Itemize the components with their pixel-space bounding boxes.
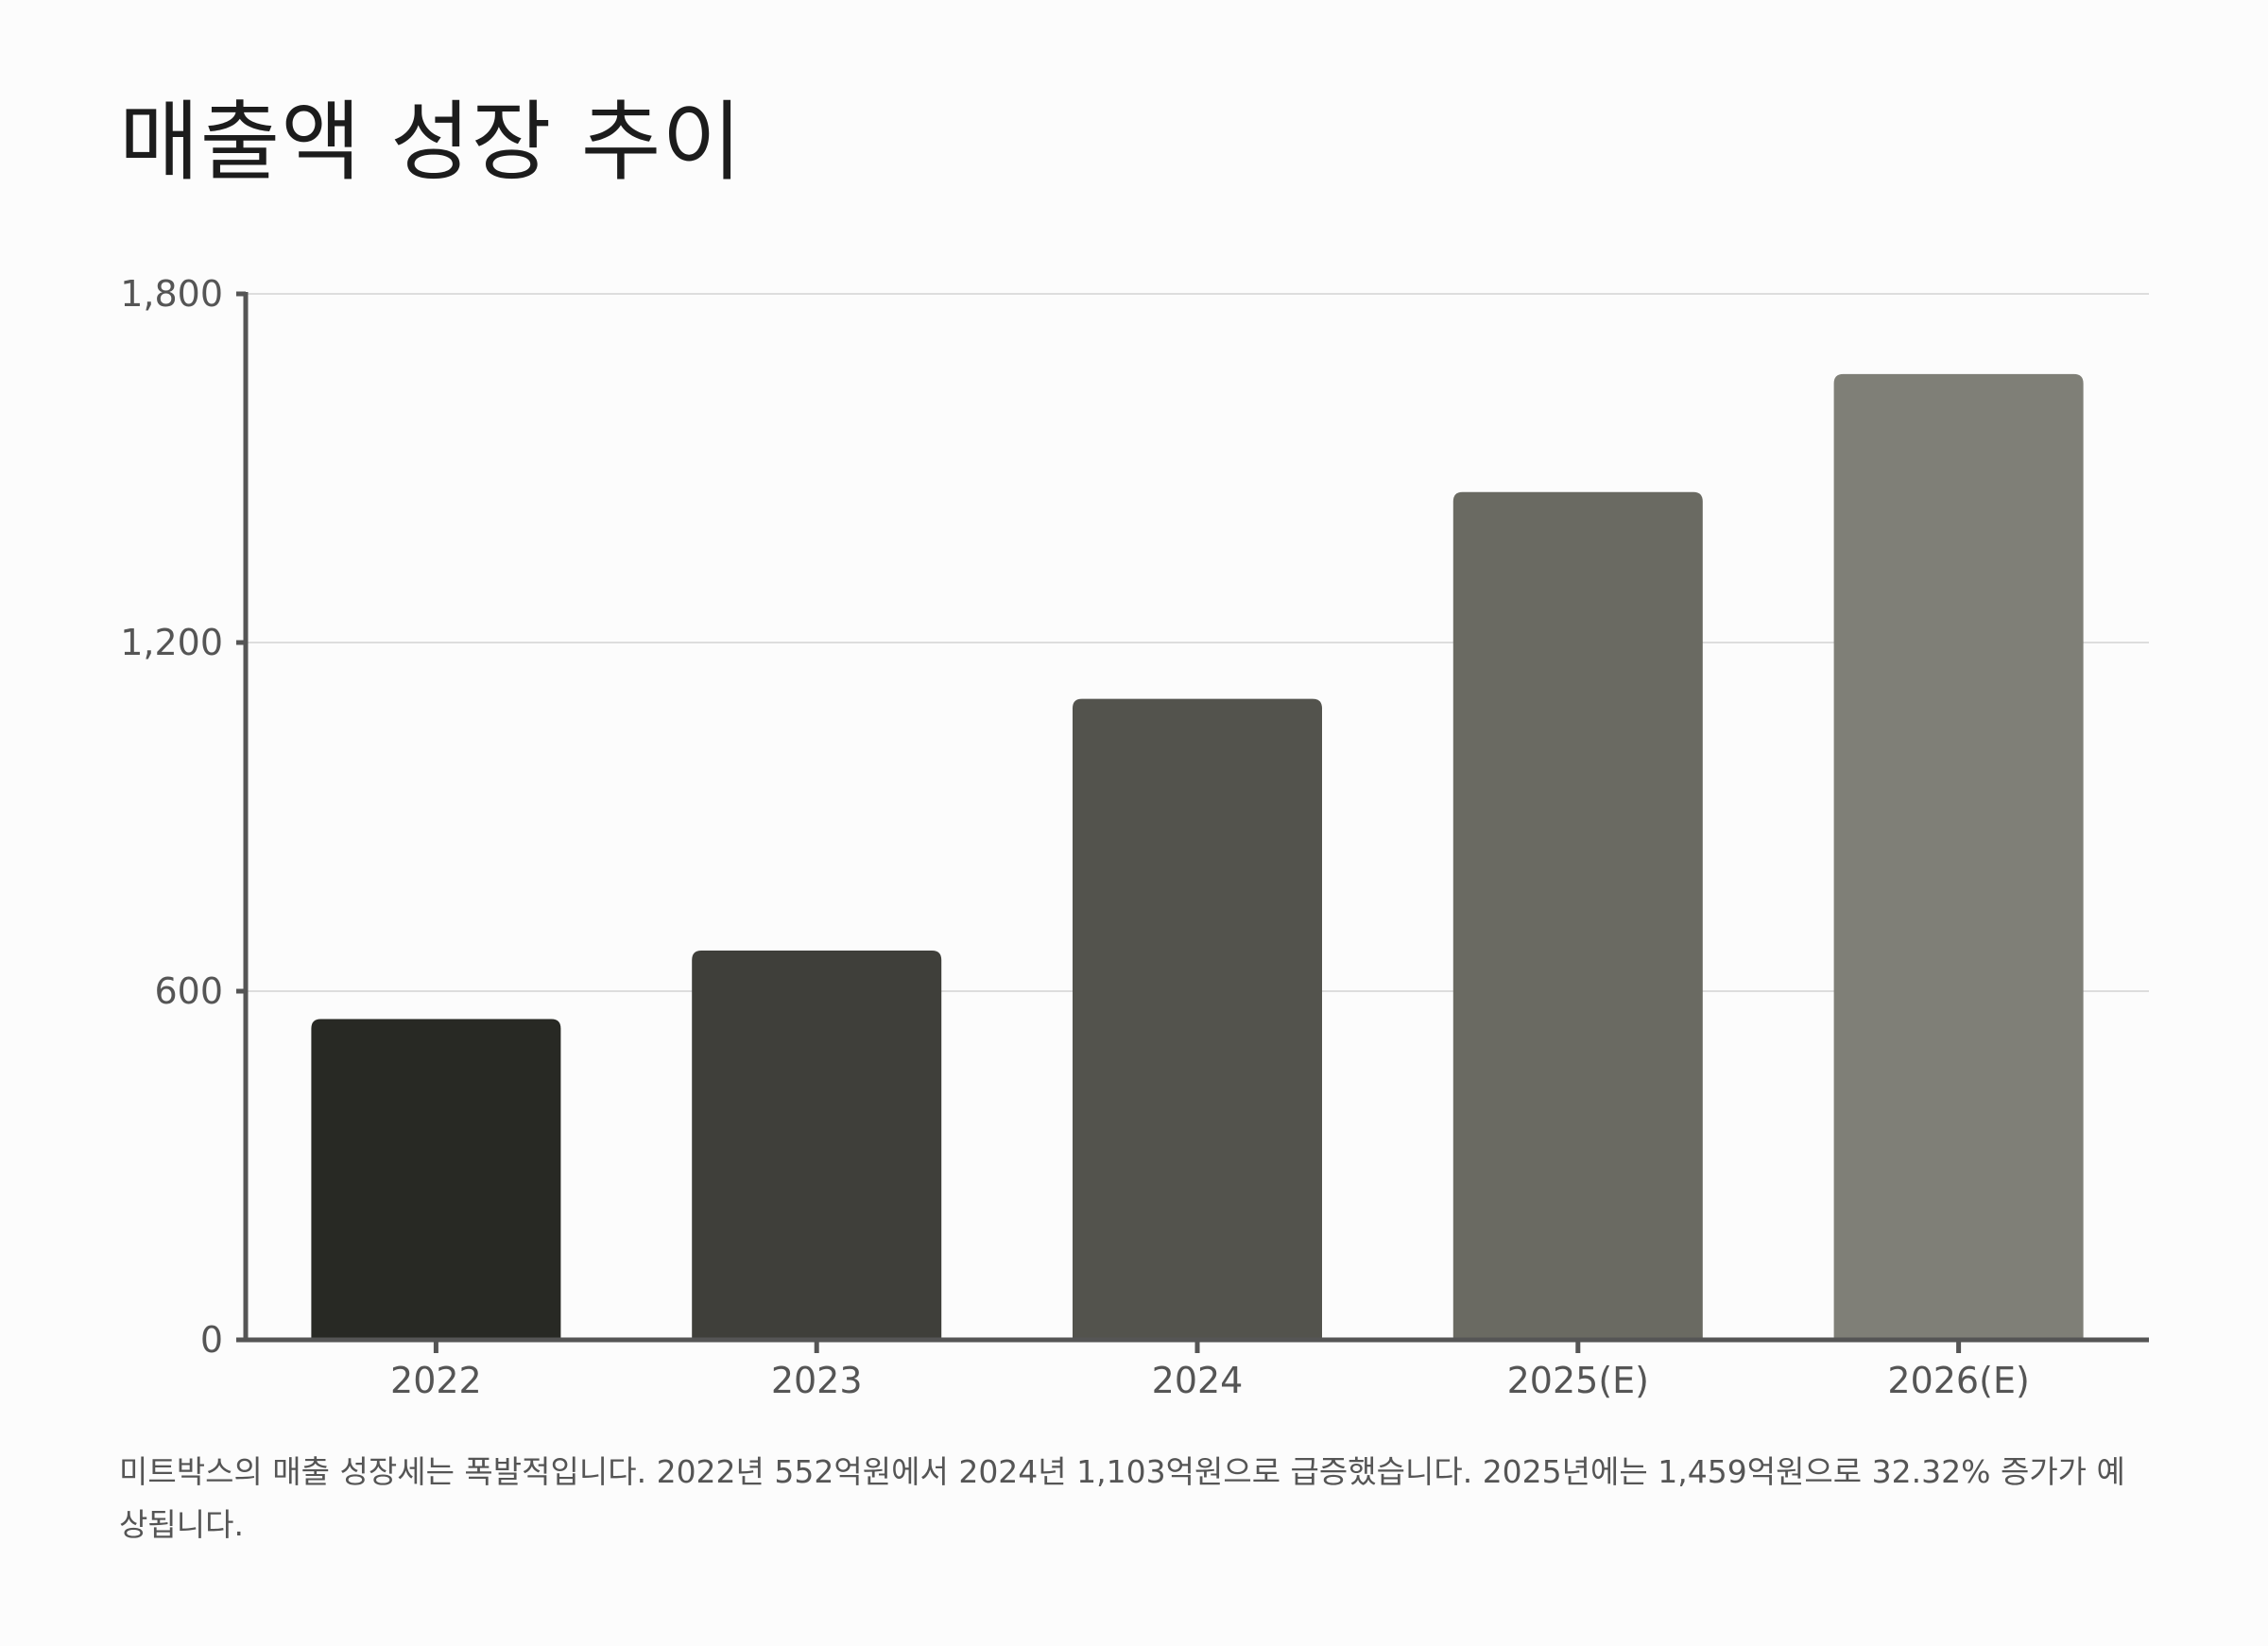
bar-2025(E) [1452,491,1703,1340]
x-tick-label: 2026(E) [1887,1360,2029,1401]
axes [236,291,2149,1353]
y-tick-label: 1,800 [120,273,223,315]
y-tick-label: 1,200 [120,622,223,663]
chart-title: 매출액 성장 추이 [119,92,743,193]
bars [311,373,2084,1340]
bar-2026(E) [1833,373,2084,1340]
x-tick-label: 2024 [1152,1360,1244,1401]
x-tick-label: 2023 [771,1360,863,1401]
x-tick-label: 2022 [390,1360,482,1401]
y-tick-label: 600 [154,970,223,1012]
bar-2023 [692,950,942,1340]
bar-2022 [311,1019,561,1340]
x-tick-label: 2025(E) [1507,1360,1649,1401]
axis-labels: 0 600 1,200 1,800 2022 2023 2024 2025(E) 2026(E) [120,273,2030,1401]
bar-2024 [1073,698,1322,1340]
chart-caption: 미트박스의 매출 성장세는 폭발적입니다. 2022년 552억원에서 2024… [119,1453,2125,1543]
y-tick-label: 0 [200,1319,223,1361]
